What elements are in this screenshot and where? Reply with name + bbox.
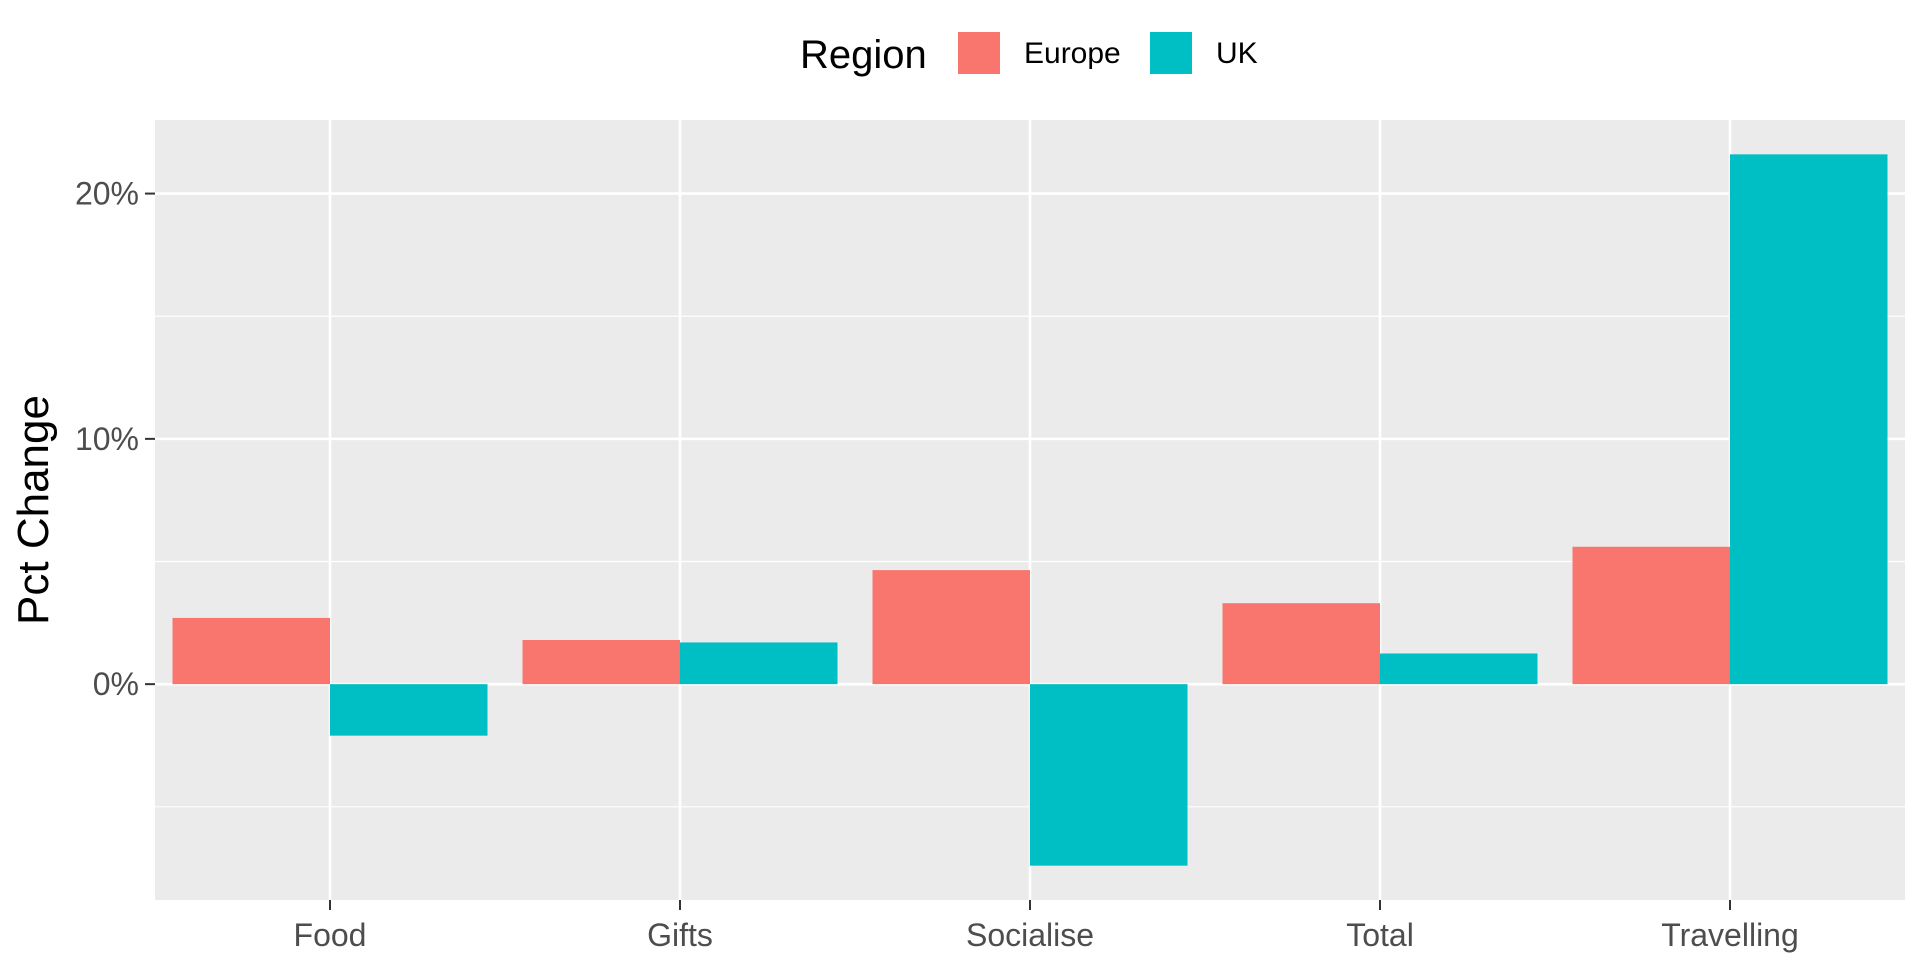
bars <box>172 154 1888 866</box>
bar-europe-gifts <box>522 640 680 685</box>
x-tick-label-food: Food <box>294 917 367 953</box>
y-axis-title: Pct Change <box>9 395 58 625</box>
bar-europe-socialise <box>872 570 1030 685</box>
x-tick-label-socialise: Socialise <box>966 917 1094 953</box>
legend: Region Europe UK <box>800 32 1258 77</box>
y-tick-label-1: 10% <box>75 421 139 457</box>
bar-europe-food <box>172 617 330 685</box>
bar-uk-total <box>1380 653 1538 685</box>
bar-uk-food <box>330 684 488 736</box>
y-axis-ticks: 0% 10% 20% <box>75 176 155 702</box>
x-tick-label-gifts: Gifts <box>647 917 713 953</box>
legend-label-uk: UK <box>1216 37 1258 70</box>
x-tick-label-total: Total <box>1346 917 1414 953</box>
bar-uk-socialise <box>1030 684 1188 866</box>
legend-title: Region <box>800 33 927 77</box>
legend-key-europe <box>958 32 1000 74</box>
y-tick-label-2: 20% <box>75 176 139 212</box>
bar-europe-total <box>1222 603 1380 685</box>
y-tick-label-0: 0% <box>93 666 139 702</box>
legend-label-europe: Europe <box>1024 37 1121 70</box>
bar-uk-travelling <box>1730 154 1888 685</box>
x-axis-ticks: Food Gifts Socialise Total Travelling <box>294 900 1799 953</box>
x-tick-label-travelling: Travelling <box>1661 917 1799 953</box>
bar-europe-travelling <box>1572 546 1730 685</box>
bar-uk-gifts <box>680 642 838 685</box>
legend-key-uk <box>1150 32 1192 74</box>
